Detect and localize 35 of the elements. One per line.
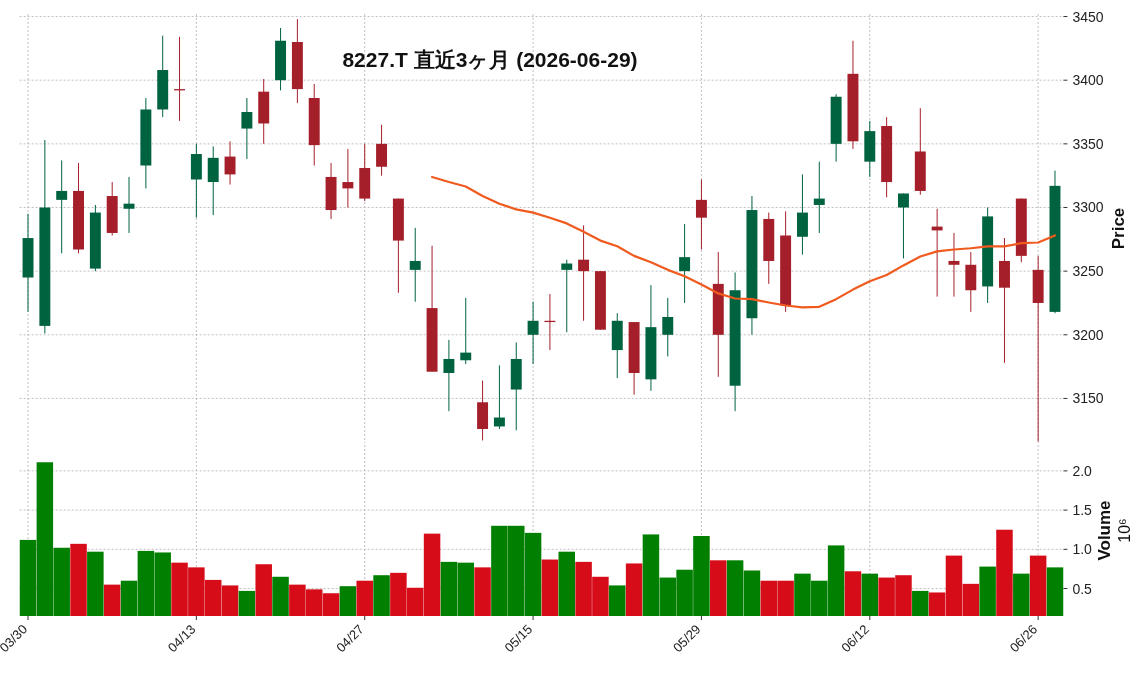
y-tick-label: 3200 [1072,326,1104,343]
candlestick [56,159,68,254]
y-tick-label: 3450 [1072,8,1104,25]
candlestick [241,97,253,160]
candlestick [527,301,539,365]
y-axis-title: Price [1109,207,1128,250]
y-tick-label: 2.0 [1072,462,1093,479]
line-series [430,175,1057,309]
candlestick [409,227,421,303]
candlestick [948,232,960,298]
y-tick-label: 1.0 [1072,541,1093,558]
candlestick [460,297,472,365]
text: 10⁶ [1116,518,1133,543]
candlestick [376,124,388,177]
y-tick-label: 1.5 [1072,502,1093,519]
candlestick [561,259,573,333]
y-tick-label: 3300 [1072,199,1104,216]
candlestick [695,178,707,250]
candlestick [342,148,354,208]
candlestick [443,339,455,412]
candlestick [224,140,236,186]
candlestick [493,364,505,430]
text: 8227.T 直近3ヶ月 (2026-06-29) [342,48,638,71]
candlestick [123,176,135,234]
candlestick [897,192,909,259]
candlestick [679,223,691,304]
candlestick [578,224,590,322]
y-tick-label: 3350 [1072,135,1104,152]
y-tick-label: 0.5 [1072,580,1093,597]
y-tick-label: 3150 [1072,390,1104,407]
y-axis-title: Volume [1095,500,1114,561]
candlestick [662,297,674,357]
candlestick [813,161,825,234]
y-tick-label: 3250 [1072,263,1104,280]
y-tick-label: 3400 [1072,72,1104,89]
